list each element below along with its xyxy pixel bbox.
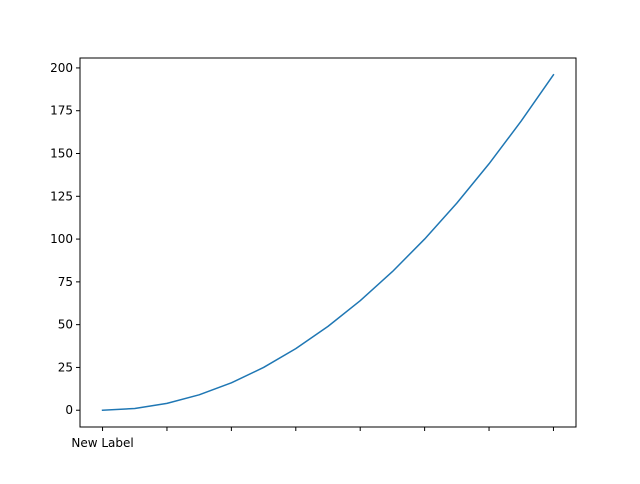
series-line xyxy=(101,73,555,412)
plot-area xyxy=(101,73,555,412)
y-tick-label: 100 xyxy=(50,232,73,246)
y-tick-label: 125 xyxy=(50,189,73,203)
y-tick-label: 25 xyxy=(58,360,73,374)
y-tick-label: 75 xyxy=(58,275,73,289)
axes-frame xyxy=(79,57,577,428)
y-tick-label: 50 xyxy=(58,318,73,332)
y-axis: 0 25 50 75 100 125 150 175 200 xyxy=(50,61,80,417)
y-tick-label: 175 xyxy=(50,104,73,118)
x-tick-label: New Label xyxy=(71,436,133,450)
y-tick-label: 200 xyxy=(50,61,73,75)
x-axis: New Label xyxy=(71,427,554,450)
y-tick-label: 150 xyxy=(50,147,73,161)
y-tick-label: 0 xyxy=(65,403,73,417)
